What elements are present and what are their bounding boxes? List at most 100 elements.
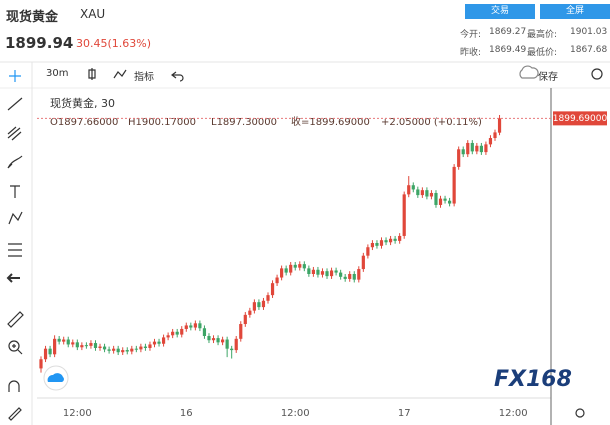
- candle-body: [302, 264, 306, 269]
- candle-body: [357, 269, 361, 280]
- candle-body: [443, 198, 447, 201]
- candle-body: [125, 350, 129, 352]
- candle-body: [329, 270, 334, 277]
- candle-body: [221, 339, 225, 343]
- symbol-code: XAU: [80, 7, 106, 21]
- candle-body: [470, 142, 474, 152]
- candle-body: [207, 336, 211, 341]
- candle-body: [148, 344, 152, 348]
- candle-body: [202, 328, 207, 336]
- tool-icons: [6, 65, 603, 421]
- legend-value: L1897.30000: [211, 117, 277, 128]
- candle-body: [80, 345, 84, 348]
- candle-body: [180, 328, 184, 335]
- candle-body: [112, 348, 116, 351]
- candle-body: [239, 324, 243, 339]
- candle-body: [139, 346, 143, 350]
- candle-body: [402, 194, 406, 236]
- candle-body: [75, 342, 79, 348]
- candle-body: [152, 341, 157, 345]
- candle-body: [157, 341, 161, 344]
- candle-body: [98, 346, 102, 348]
- candle-body: [425, 190, 429, 197]
- candle-body: [316, 269, 320, 275]
- candle-body: [398, 235, 402, 241]
- candle-body: [166, 335, 170, 338]
- candle-body: [270, 283, 275, 296]
- candle-body: [343, 276, 347, 279]
- stat-value: 1867.68: [570, 45, 608, 55]
- candle-body: [434, 192, 438, 205]
- candle-body: [388, 238, 393, 243]
- candle-body: [198, 323, 202, 329]
- candle-body: [493, 132, 497, 139]
- candle-body: [211, 338, 216, 341]
- stat-label: 昨收:: [460, 48, 482, 58]
- interval[interactable]: 30m: [46, 68, 69, 79]
- indicators[interactable]: 指标: [134, 72, 154, 83]
- candle-body: [475, 145, 479, 152]
- candle-body: [348, 274, 352, 279]
- legend-title: 现货黄金, 30: [50, 96, 115, 110]
- candle-body: [225, 339, 229, 349]
- candle-body: [280, 268, 284, 278]
- candle-body: [393, 238, 397, 241]
- candle-body: [334, 270, 338, 273]
- candle-body: [116, 348, 120, 353]
- candle-body: [134, 348, 138, 350]
- candle-body: [130, 348, 134, 352]
- candle-body: [184, 325, 188, 329]
- candle-body: [307, 268, 311, 274]
- price: 1899.94: [5, 34, 74, 52]
- candle-body: [339, 272, 343, 277]
- candle-body: [171, 331, 175, 336]
- watermark: FX168: [494, 367, 572, 392]
- candle-body: [62, 339, 66, 342]
- stat-label: 最高价:: [527, 30, 558, 40]
- candle-body: [479, 145, 483, 153]
- x-tick-label: 12:00: [63, 408, 92, 419]
- candle-body: [257, 302, 261, 308]
- trade-button[interactable]: 交易: [465, 4, 535, 19]
- candle-body: [284, 268, 288, 273]
- legend-value: O1897.66000: [50, 117, 118, 128]
- candle-body: [352, 274, 356, 280]
- candle-body: [53, 338, 57, 355]
- save[interactable]: 保存: [538, 72, 558, 83]
- candle-body: [39, 359, 43, 369]
- candle-body: [234, 338, 238, 351]
- candle-body: [102, 346, 107, 350]
- candle-body: [216, 338, 220, 343]
- candle-body: [275, 277, 279, 284]
- candle-body: [457, 149, 461, 167]
- candle-body: [84, 345, 88, 347]
- candle-body: [261, 300, 266, 308]
- stat-value: 1869.27: [489, 27, 527, 37]
- candle-body: [411, 185, 415, 190]
- stat-value: 1869.49: [489, 45, 527, 55]
- candle-body: [248, 310, 252, 315]
- candle-body: [189, 325, 193, 328]
- candle-body: [420, 190, 424, 196]
- symbol-name: 现货黄金: [6, 10, 59, 25]
- candle-body: [407, 185, 411, 195]
- legend-value: 收=1899.69000: [291, 115, 370, 128]
- candle-body: [230, 348, 234, 351]
- stat-label: 最低价:: [527, 48, 558, 58]
- legend-value: H1900.17000: [128, 117, 196, 128]
- candle-body: [361, 255, 365, 270]
- price-label-box: [553, 111, 607, 126]
- fullscreen-button[interactable]: 全屏: [540, 4, 610, 19]
- candle-body: [370, 243, 375, 248]
- candle-body: [438, 198, 443, 205]
- candle-body: [452, 166, 456, 204]
- candle-body: [66, 339, 70, 345]
- candle-body: [497, 118, 502, 133]
- candle-body: [143, 346, 148, 348]
- candle-body: [161, 337, 166, 344]
- candle-body: [384, 240, 388, 243]
- candle-body: [325, 271, 329, 277]
- candle-body: [175, 331, 179, 335]
